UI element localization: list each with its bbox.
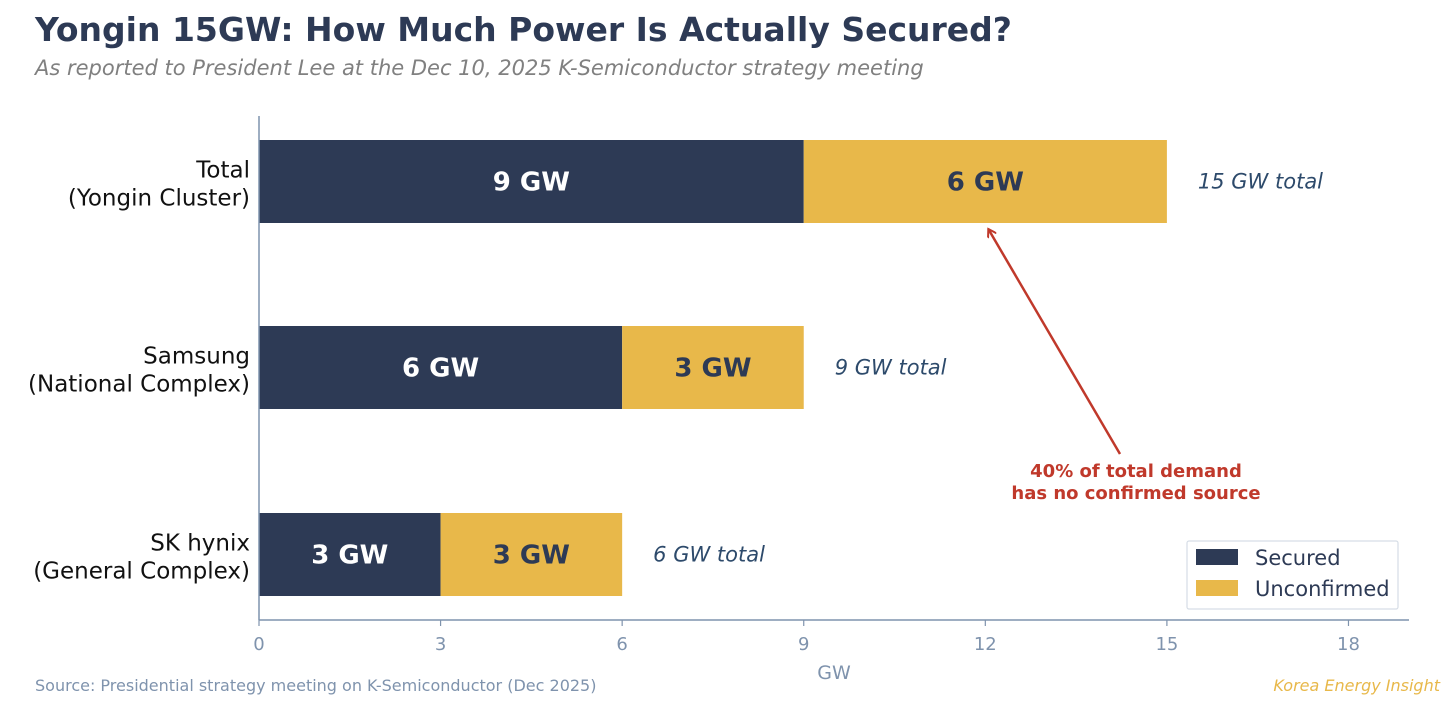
x-tick-label: 18 <box>1337 634 1360 655</box>
chart-title: Yongin 15GW: How Much Power Is Actually … <box>35 10 1012 49</box>
bar-secured-label: 6 GW <box>402 354 479 384</box>
source-note: Source: Presidential strategy meeting on… <box>35 676 597 695</box>
category-label: (General Complex) <box>33 559 250 585</box>
bar-secured-label: 9 GW <box>493 168 570 198</box>
legend-swatch-unconfirmed <box>1196 580 1238 596</box>
category-label: Samsung <box>143 344 250 370</box>
bar-total-label: 15 GW total <box>1198 170 1323 194</box>
bar-unconfirmed-label: 3 GW <box>493 541 570 571</box>
annotation-text: 40% of total demand <box>1030 461 1242 482</box>
brand-label: Korea Energy Insight <box>1273 676 1440 695</box>
category-label: Total <box>195 158 250 184</box>
x-tick-label: 3 <box>435 634 446 655</box>
x-tick-label: 12 <box>974 634 997 655</box>
bar-unconfirmed-label: 3 GW <box>674 354 751 384</box>
annotation-text: has no confirmed source <box>1011 483 1260 504</box>
bar-total-label: 6 GW total <box>653 543 765 567</box>
annotation-arrow <box>988 229 1122 455</box>
legend-box <box>1186 540 1399 610</box>
bar-total-label: 9 GW total <box>835 356 947 380</box>
category-label: SK hynix <box>150 531 250 557</box>
chart-subtitle: As reported to President Lee at the Dec … <box>35 56 924 80</box>
x-tick-label: 0 <box>253 634 264 655</box>
x-axis-title: GW <box>817 662 851 684</box>
bar-unconfirmed <box>440 513 623 596</box>
x-tick-label: 6 <box>616 634 627 655</box>
x-tick-label: 15 <box>1155 634 1178 655</box>
bar-secured <box>259 326 623 409</box>
bar-unconfirmed <box>622 326 804 409</box>
bar-unconfirmed <box>803 140 1167 223</box>
bar-secured <box>259 140 804 223</box>
legend-swatch-secured <box>1196 549 1238 565</box>
bar-secured <box>259 513 441 596</box>
category-label: (Yongin Cluster) <box>68 186 250 212</box>
bar-secured-label: 3 GW <box>311 541 388 571</box>
legend-label-secured: Secured <box>1255 546 1341 570</box>
bar-unconfirmed-label: 6 GW <box>947 168 1024 198</box>
x-tick-label: 9 <box>798 634 809 655</box>
legend-label-unconfirmed: Unconfirmed <box>1255 577 1390 601</box>
category-label: (National Complex) <box>28 372 250 398</box>
